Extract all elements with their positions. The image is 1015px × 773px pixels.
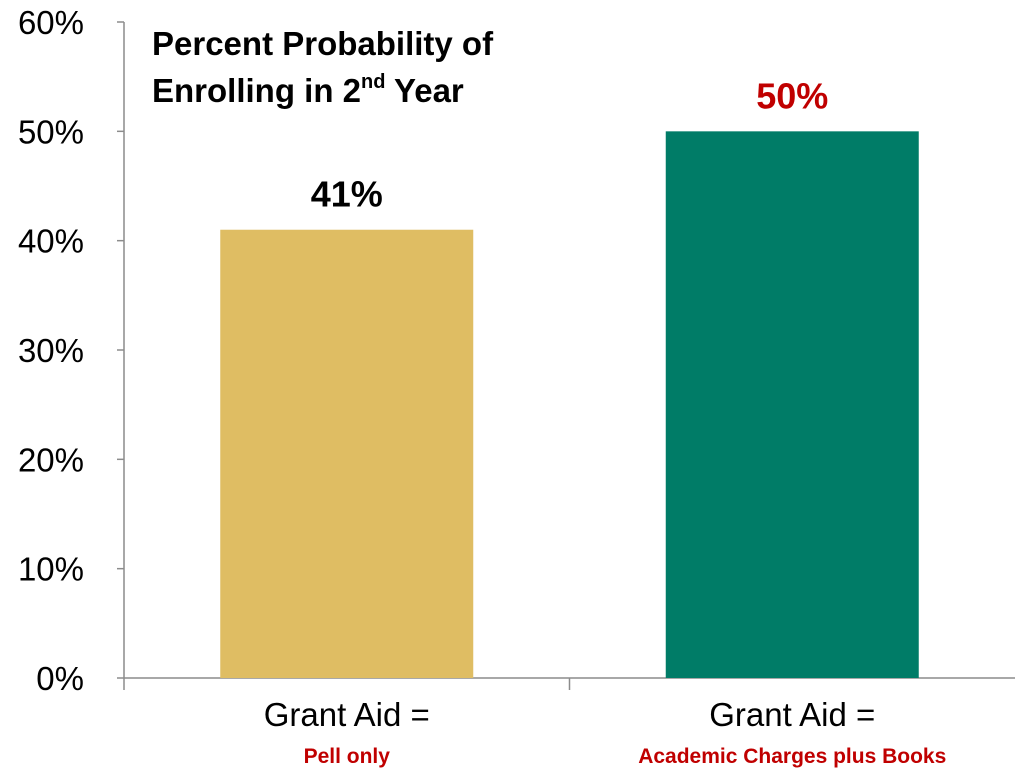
y-tick-label: 20% (18, 441, 84, 478)
y-tick-label: 10% (18, 551, 84, 588)
category-labels: Grant Aid = Pell only Grant Aid = Academic … (264, 696, 947, 768)
category-sublabel-2: Academic Charges plus Books (638, 745, 946, 768)
y-tick-label: 30% (18, 332, 84, 369)
category-sublabel-1: Pell only (304, 745, 391, 768)
bars (220, 131, 919, 679)
category-label-1: Grant Aid = (264, 696, 430, 733)
data-label-1: 41% (311, 174, 383, 215)
x-axis (123, 677, 1015, 690)
chart-title-line2-end: Year (385, 72, 464, 109)
chart-title-line2-main: Enrolling in 2 (152, 72, 362, 109)
y-tick-label: 40% (18, 223, 84, 260)
chart-title-line2: Enrolling in 2nd Year (152, 67, 493, 114)
category-label-2: Grant Aid = (709, 696, 875, 733)
bar-2 (665, 131, 919, 679)
y-tick-label: 60% (18, 4, 84, 41)
bar-1 (220, 229, 474, 678)
y-axis: 0% 10% 20% 30% 40% 50% 60% (18, 4, 125, 697)
chart-title: Percent Probability of Enrolling in 2nd … (152, 20, 493, 114)
data-labels: 41% 50% (311, 75, 829, 214)
chart-title-line2-sup: nd (361, 71, 386, 93)
y-tick-label: 0% (36, 660, 84, 697)
chart-title-line1: Percent Probability of (152, 25, 494, 62)
y-tick-label: 50% (18, 113, 84, 150)
data-label-2: 50% (756, 75, 828, 116)
